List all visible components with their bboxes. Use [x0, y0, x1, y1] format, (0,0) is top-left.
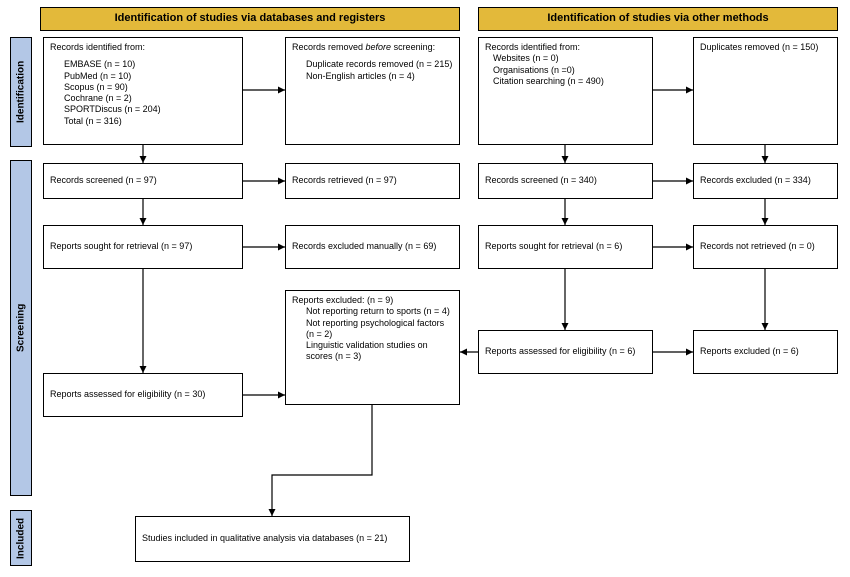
db-screened-text: Records screened (n = 97)	[50, 175, 157, 186]
vtab-screening: Screening	[10, 160, 32, 496]
other-notretrieved-text: Records not retrieved (n = 0)	[700, 241, 815, 252]
db-id-line1: PubMed (n = 10)	[64, 71, 236, 82]
db-assessed-text: Reports assessed for eligibility (n = 30…	[50, 389, 205, 400]
db-id-line0: EMBASE (n = 10)	[64, 59, 236, 70]
vtab-identification-text: Identification	[16, 61, 27, 123]
included-text: Studies included in qualitative analysis…	[142, 533, 387, 544]
other-id-line1: Organisations (n =0)	[493, 65, 646, 76]
box-db-screened: Records screened (n = 97)	[43, 163, 243, 199]
other-excluded-text: Records excluded (n = 334)	[700, 175, 811, 186]
box-db-assessed: Reports assessed for eligibility (n = 30…	[43, 373, 243, 417]
header-databases-text: Identification of studies via databases …	[115, 12, 386, 24]
box-other-duplicates: Duplicates removed (n = 150)	[693, 37, 838, 145]
other-id-line2: Citation searching (n = 490)	[493, 76, 646, 87]
db-removed-title: Records removed before screening:	[292, 42, 453, 53]
db-id-line4: SPORTDiscus (n = 204)	[64, 104, 236, 115]
db-id-line5: Total (n = 316)	[64, 116, 236, 127]
box-other-screened: Records screened (n = 340)	[478, 163, 653, 199]
other-assessed-text: Reports assessed for eligibility (n = 6)	[485, 346, 635, 357]
other-sought-text: Reports sought for retrieval (n = 6)	[485, 241, 622, 252]
db-excl-line1: Not reporting psychological factors (n =…	[306, 318, 453, 341]
vtab-screening-text: Screening	[16, 304, 27, 352]
db-excl-line0: Not reporting return to sports (n = 4)	[306, 306, 453, 317]
db-id-line3: Cochrane (n = 2)	[64, 93, 236, 104]
box-db-sought: Reports sought for retrieval (n = 97)	[43, 225, 243, 269]
other-id-line0: Websites (n = 0)	[493, 53, 646, 64]
other-rep-excluded-text: Reports excluded (n = 6)	[700, 346, 799, 357]
header-other: Identification of studies via other meth…	[478, 7, 838, 31]
vtab-included: Included	[10, 510, 32, 566]
db-identified-title: Records identified from:	[50, 42, 236, 53]
db-sought-text: Reports sought for retrieval (n = 97)	[50, 241, 192, 252]
box-db-excluded-manual: Records excluded manually (n = 69)	[285, 225, 460, 269]
box-other-notretrieved: Records not retrieved (n = 0)	[693, 225, 838, 269]
box-other-identified: Records identified from: Websites (n = 0…	[478, 37, 653, 145]
vtab-included-text: Included	[16, 517, 27, 558]
db-id-line2: Scopus (n = 90)	[64, 82, 236, 93]
other-screened-text: Records screened (n = 340)	[485, 175, 597, 186]
other-dup-text: Duplicates removed (n = 150)	[700, 42, 818, 52]
box-db-removed: Records removed before screening: Duplic…	[285, 37, 460, 145]
header-other-text: Identification of studies via other meth…	[547, 12, 768, 24]
box-other-sought: Reports sought for retrieval (n = 6)	[478, 225, 653, 269]
box-other-assessed: Reports assessed for eligibility (n = 6)	[478, 330, 653, 374]
box-db-excluded-reasons: Reports excluded: (n = 9) Not reporting …	[285, 290, 460, 405]
box-other-excluded: Records excluded (n = 334)	[693, 163, 838, 199]
db-removed-line1: Non-English articles (n = 4)	[306, 71, 453, 82]
box-db-identified: Records identified from: EMBASE (n = 10)…	[43, 37, 243, 145]
db-excl-line2: Linguistic validation studies on scores …	[306, 340, 453, 363]
db-excluded-manual-text: Records excluded manually (n = 69)	[292, 241, 436, 252]
db-excl-title: Reports excluded: (n = 9)	[292, 295, 453, 306]
box-db-retrieved: Records retrieved (n = 97)	[285, 163, 460, 199]
vtab-identification: Identification	[10, 37, 32, 147]
db-retrieved-text: Records retrieved (n = 97)	[292, 175, 397, 186]
box-other-rep-excluded: Reports excluded (n = 6)	[693, 330, 838, 374]
header-databases: Identification of studies via databases …	[40, 7, 460, 31]
prisma-canvas: Identification of studies via databases …	[0, 0, 850, 577]
db-removed-line0: Duplicate records removed (n = 215)	[306, 59, 453, 70]
box-included: Studies included in qualitative analysis…	[135, 516, 410, 562]
other-id-title: Records identified from:	[485, 42, 646, 53]
